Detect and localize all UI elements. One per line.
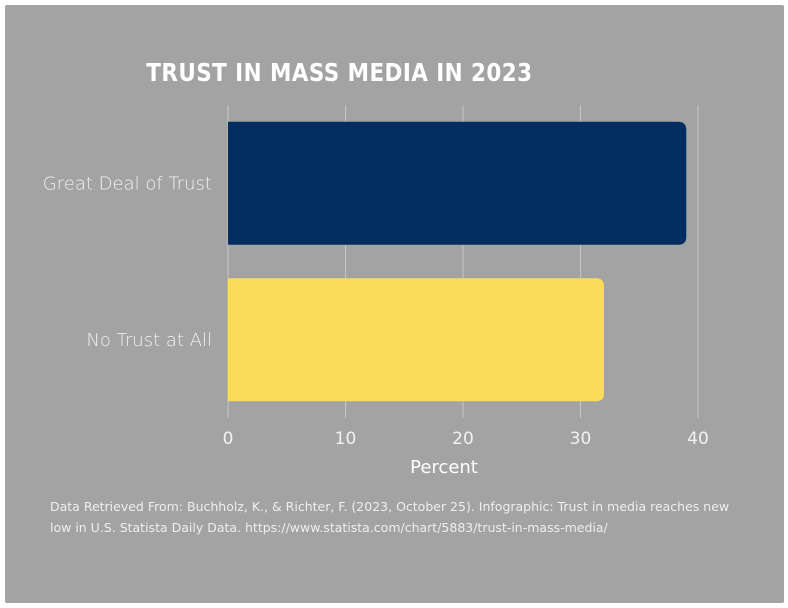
bar — [228, 121, 687, 245]
x-tick-label: 40 — [687, 429, 709, 449]
x-axis-label: Percent — [410, 457, 478, 478]
category-label: No Trust at All — [86, 330, 212, 351]
x-tick-label: 30 — [570, 429, 592, 449]
source-note: Data Retrieved From: Buchholz, K., & Ric… — [50, 499, 730, 535]
category-label: Great Deal of Trust — [43, 173, 212, 194]
x-tick-label: 20 — [452, 429, 474, 449]
chart-title: TRUST IN MASS MEDIA IN 2023 — [146, 58, 533, 87]
x-tick-label: 0 — [223, 429, 234, 449]
x-tick-label: 10 — [335, 429, 357, 449]
bar — [228, 278, 604, 402]
